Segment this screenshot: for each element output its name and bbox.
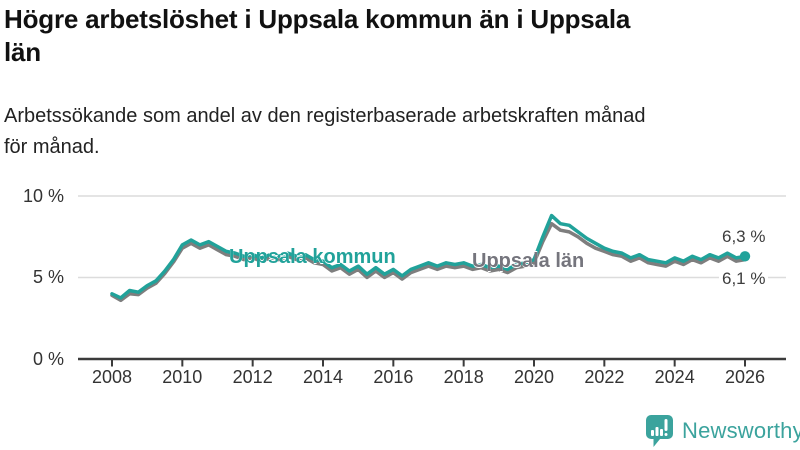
x-axis-label-2014: 2014: [302, 367, 344, 387]
y-axis-label-0: 0 %: [32, 349, 64, 369]
series-label-uppsala-kommun: Uppsala kommun: [229, 246, 396, 268]
page-subtitle-line-1: Arbetssökande som andel av den registerb…: [4, 105, 646, 127]
x-axis-label-2008: 2008: [91, 367, 133, 387]
x-axis-label-2010: 2010: [162, 367, 203, 387]
x-axis-label-2016: 2016: [373, 367, 414, 387]
brand-name: Newsworthy: [682, 418, 800, 443]
x-axis-label-2024: 2024: [654, 367, 695, 387]
y-axis-label-10: 10 %: [22, 186, 64, 206]
x-axis-label-2018: 2018: [443, 367, 484, 387]
y-axis-label-5: 5 %: [32, 267, 64, 287]
page-title-line-1: Högre arbetslöshet i Uppsala kommun än i…: [4, 4, 631, 34]
newsworthy-logo[interactable]: Newsworthy: [645, 414, 800, 448]
series-label-uppsala-lan: Uppsala län: [472, 250, 585, 272]
page-subtitle-line-2: för månad.: [4, 136, 100, 158]
x-axis-label-2020: 2020: [513, 367, 555, 387]
end-value-label-lan: 6,1 %: [719, 269, 769, 288]
page-title: Högre arbetslöshet i Uppsala kommun än i…: [4, 3, 794, 69]
x-axis-label-2026: 2026: [724, 367, 766, 387]
page-title-line-2: län: [4, 37, 41, 67]
x-axis-label-2022: 2022: [584, 367, 625, 387]
end-value-label-kommun: 6,3 %: [722, 227, 766, 246]
x-axis-label-2012: 2012: [232, 367, 273, 387]
page-subtitle: Arbetssökande som andel av den registerb…: [4, 101, 794, 163]
chart-bubble-icon: [645, 414, 674, 448]
